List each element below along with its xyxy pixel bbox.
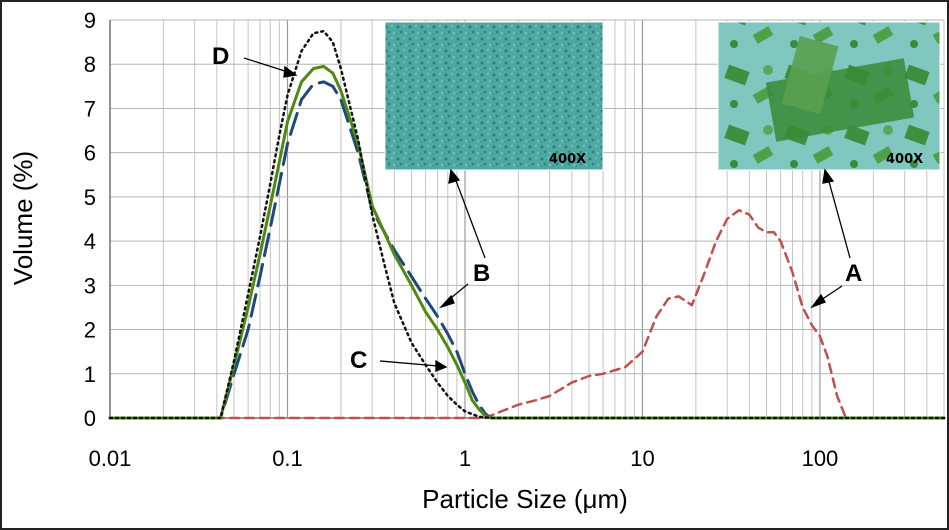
annotation-a-label: A	[845, 260, 862, 287]
x-tick-label: 0.1	[272, 446, 303, 471]
inset-coarse-magnification: 400X	[886, 152, 923, 167]
y-tick-label: 4	[84, 229, 96, 254]
annotation-arrows	[243, 57, 851, 372]
x-axis-title: Particle Size (μm)	[422, 484, 628, 514]
y-tick-label: 7	[84, 96, 96, 121]
y-tick-label: 9	[84, 8, 96, 33]
inset-coarse-micrograph: 400X	[717, 21, 941, 171]
y-axis-title: Volume (%)	[8, 151, 38, 285]
y-tick-label: 0	[84, 406, 96, 431]
x-tick-label: 0.01	[89, 446, 132, 471]
data-series	[108, 29, 946, 420]
annotation-b-label: B	[473, 260, 490, 287]
inset-fine-magnification: 400X	[549, 152, 586, 167]
series-b-line	[108, 80, 946, 420]
x-tick-label: 1	[459, 446, 471, 471]
y-tick-label: 1	[84, 362, 96, 387]
y-tick-label: 2	[84, 318, 96, 343]
y-tick-labels: 0 1 2 3 4 5 6 7 8 9	[84, 8, 96, 431]
y-tick-label: 5	[84, 185, 96, 210]
grid-lines	[109, 19, 945, 419]
annotation-c-label: C	[350, 347, 367, 374]
x-tick-labels: 0.01 0.1 1 10 100	[89, 446, 839, 471]
x-tick-label: 100	[802, 446, 839, 471]
x-tick-label: 10	[630, 446, 654, 471]
series-d-line	[108, 29, 946, 420]
inset-fine-micrograph: 400X	[384, 21, 604, 171]
y-tick-label: 8	[84, 52, 96, 77]
y-tick-label: 6	[84, 141, 96, 166]
y-tick-label: 3	[84, 273, 96, 298]
series-a-line	[108, 208, 946, 420]
annotation-d-label: D	[212, 43, 229, 70]
